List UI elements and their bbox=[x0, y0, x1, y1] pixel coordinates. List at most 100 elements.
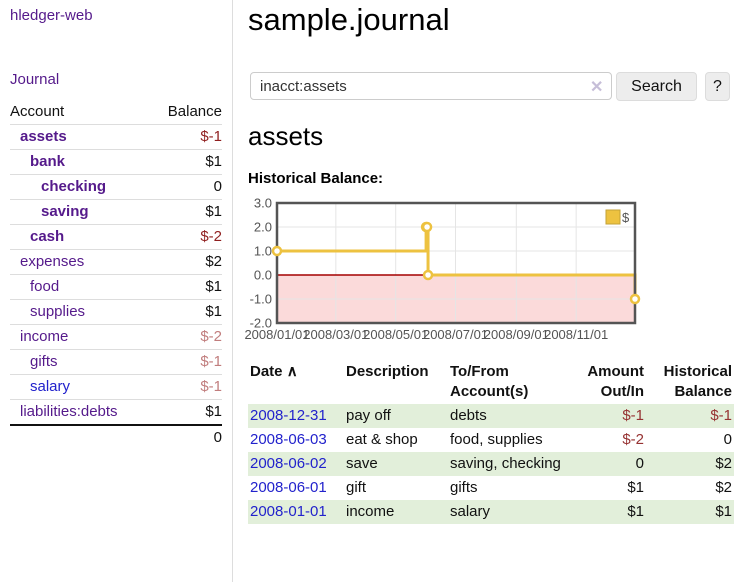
search-input[interactable] bbox=[250, 72, 612, 100]
accounts-table: Account Balance assets $-1 bank $1 checking 0… bbox=[10, 100, 222, 450]
transaction-accounts: gifts bbox=[450, 479, 478, 496]
account-row: gifts $-1 bbox=[10, 349, 222, 375]
register-table: Date ∧ Description To/From Account(s) Am… bbox=[248, 360, 734, 524]
account-row: checking 0 bbox=[10, 174, 222, 200]
sort-asc-icon: ∧ bbox=[286, 363, 298, 380]
search-button[interactable]: Search bbox=[616, 72, 697, 101]
account-row: assets $-1 bbox=[10, 124, 222, 150]
accounts-table-body: assets $-1 bank $1 checking 0 saving $1 cash $-2 e… bbox=[10, 124, 222, 426]
account-row: bank $1 bbox=[10, 149, 222, 175]
col-historical-line1: Historical bbox=[663, 363, 732, 380]
account-balance: $-1 bbox=[150, 349, 222, 375]
sidebar-item-journal[interactable]: Journal bbox=[10, 71, 60, 88]
register-row: 2008-06-03 eat & shop food, supplies $-2 0 bbox=[248, 428, 734, 452]
transaction-description: eat & shop bbox=[346, 431, 418, 448]
transaction-accounts: saving, checking bbox=[450, 455, 561, 472]
help-button[interactable]: ? bbox=[705, 72, 730, 101]
transaction-amount: $1 bbox=[627, 503, 644, 520]
accounts-col-account: Account bbox=[10, 100, 151, 125]
x-axis-tick-label: 2008/03/01 bbox=[303, 327, 368, 342]
transaction-amount: $1 bbox=[627, 479, 644, 496]
y-axis-tick-label: 0.0 bbox=[254, 268, 272, 283]
transaction-accounts: debts bbox=[450, 407, 487, 424]
transaction-balance: $1 bbox=[715, 503, 732, 520]
account-balance: $-2 bbox=[150, 224, 222, 250]
account-row: salary $-1 bbox=[10, 374, 222, 400]
x-axis-tick-label: 2008/05/01 bbox=[363, 327, 428, 342]
x-axis-tick-label: 2008/07/01 bbox=[423, 327, 488, 342]
transaction-balance: 0 bbox=[723, 431, 732, 448]
register-header-row: Date ∧ Description To/From Account(s) Am… bbox=[248, 360, 734, 404]
account-row: food $1 bbox=[10, 274, 222, 300]
accounts-total-balance: 0 bbox=[213, 429, 222, 446]
y-axis-tick-label: -1.0 bbox=[250, 292, 272, 307]
col-date-label: Date bbox=[250, 363, 283, 380]
data-point-marker[interactable] bbox=[422, 269, 434, 281]
account-link[interactable]: saving bbox=[41, 203, 89, 220]
account-link[interactable]: food bbox=[30, 278, 60, 295]
transaction-amount: $-1 bbox=[622, 407, 644, 424]
account-link[interactable]: checking bbox=[41, 178, 107, 195]
account-balance: $1 bbox=[150, 299, 222, 325]
transaction-date-link[interactable]: 2008-06-01 bbox=[250, 479, 327, 496]
register-row: 2008-01-01 income salary $1 $1 bbox=[248, 500, 734, 524]
transaction-date-link[interactable]: 2008-01-01 bbox=[250, 503, 327, 520]
clear-search-icon[interactable]: ✕ bbox=[590, 79, 604, 96]
brand-link[interactable]: hledger-web bbox=[10, 7, 93, 24]
account-link[interactable]: salary bbox=[30, 378, 71, 395]
account-link[interactable]: income bbox=[20, 328, 69, 345]
transaction-date-link[interactable]: 2008-12-31 bbox=[250, 407, 327, 424]
accounts-total-spacer bbox=[10, 425, 151, 450]
col-tofrom-line2: Account(s) bbox=[450, 383, 529, 400]
col-amount-line1: Amount bbox=[587, 363, 644, 380]
transaction-description: pay off bbox=[346, 407, 391, 424]
transaction-description: save bbox=[346, 455, 378, 472]
account-link[interactable]: cash bbox=[30, 228, 65, 245]
account-balance: $1 bbox=[150, 199, 222, 225]
main-content: sample.journal ✕ Search ? assets Histori… bbox=[244, 0, 742, 582]
accounts-header-row: Account Balance bbox=[10, 100, 222, 125]
account-row: liabilities:debts $1 bbox=[10, 399, 222, 426]
page-title: sample.journal bbox=[248, 2, 450, 37]
data-point-marker[interactable] bbox=[421, 221, 433, 233]
transaction-date-link[interactable]: 2008-06-02 bbox=[250, 455, 327, 472]
account-balance: $-1 bbox=[150, 124, 222, 150]
col-date[interactable]: Date ∧ bbox=[248, 360, 344, 404]
legend-swatch bbox=[605, 209, 621, 225]
account-link[interactable]: bank bbox=[30, 153, 66, 170]
data-point-marker[interactable] bbox=[271, 245, 283, 257]
col-tofrom: To/From Account(s) bbox=[448, 360, 564, 404]
account-link[interactable]: gifts bbox=[30, 353, 58, 370]
register-table-body: 2008-12-31 pay off debts $-1 $-1 2008-06-03 ea… bbox=[248, 404, 734, 524]
x-axis-tick-label: 2008/11/01 bbox=[544, 327, 608, 342]
account-row: saving $1 bbox=[10, 199, 222, 225]
transaction-description: gift bbox=[346, 479, 367, 496]
y-axis-tick-label: 1.0 bbox=[254, 244, 272, 259]
col-historical: Historical Balance bbox=[646, 360, 734, 404]
col-amount-line2: Out/In bbox=[600, 383, 644, 400]
account-link[interactable]: expenses bbox=[20, 253, 85, 270]
col-description: Description bbox=[344, 360, 448, 404]
account-link[interactable]: liabilities:debts bbox=[20, 403, 118, 420]
y-axis-tick-label: -2.0 bbox=[250, 316, 272, 331]
col-historical-line2: Balance bbox=[674, 383, 732, 400]
account-balance: $1 bbox=[150, 399, 222, 426]
chart-title: Historical Balance: bbox=[248, 170, 384, 187]
y-axis-tick-label: 3.0 bbox=[254, 196, 272, 211]
account-row: expenses $2 bbox=[10, 249, 222, 275]
transaction-date-link[interactable]: 2008-06-03 bbox=[250, 431, 327, 448]
account-balance: $1 bbox=[150, 149, 222, 175]
transaction-amount: $-2 bbox=[622, 431, 644, 448]
transaction-accounts: food, supplies bbox=[450, 431, 543, 448]
register-row: 2008-06-02 save saving, checking 0 $2 bbox=[248, 452, 734, 476]
transaction-balance: $-1 bbox=[710, 407, 732, 424]
col-amount: Amount Out/In bbox=[564, 360, 646, 404]
account-link[interactable]: supplies bbox=[30, 303, 86, 320]
account-link[interactable]: assets bbox=[20, 128, 67, 145]
account-balance: 0 bbox=[150, 174, 222, 200]
legend-label: $ bbox=[622, 210, 630, 225]
register-row: 2008-06-01 gift gifts $1 $2 bbox=[248, 476, 734, 500]
x-axis-tick-label: 2008/09/01 bbox=[484, 327, 549, 342]
col-description-label: Description bbox=[346, 363, 429, 380]
data-point-marker[interactable] bbox=[629, 293, 641, 305]
